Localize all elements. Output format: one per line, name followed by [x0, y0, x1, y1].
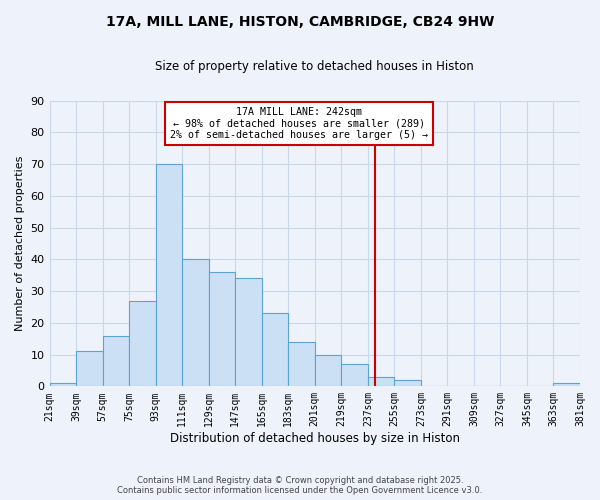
Bar: [155, 164, 182, 386]
Bar: [235, 278, 262, 386]
Bar: [50, 383, 76, 386]
Bar: [315, 354, 341, 386]
Bar: [553, 383, 580, 386]
Bar: [76, 352, 103, 386]
Bar: [288, 342, 315, 386]
Bar: [394, 380, 421, 386]
Bar: [341, 364, 368, 386]
Bar: [129, 300, 155, 386]
Bar: [182, 260, 209, 386]
Text: Contains HM Land Registry data © Crown copyright and database right 2025.
Contai: Contains HM Land Registry data © Crown c…: [118, 476, 482, 495]
Text: 17A, MILL LANE, HISTON, CAMBRIDGE, CB24 9HW: 17A, MILL LANE, HISTON, CAMBRIDGE, CB24 …: [106, 15, 494, 29]
Bar: [368, 377, 394, 386]
Title: Size of property relative to detached houses in Histon: Size of property relative to detached ho…: [155, 60, 474, 73]
Text: 17A MILL LANE: 242sqm
← 98% of detached houses are smaller (289)
2% of semi-deta: 17A MILL LANE: 242sqm ← 98% of detached …: [170, 107, 428, 140]
Bar: [209, 272, 235, 386]
X-axis label: Distribution of detached houses by size in Histon: Distribution of detached houses by size …: [170, 432, 460, 445]
Bar: [262, 314, 288, 386]
Y-axis label: Number of detached properties: Number of detached properties: [15, 156, 25, 331]
Bar: [103, 336, 129, 386]
